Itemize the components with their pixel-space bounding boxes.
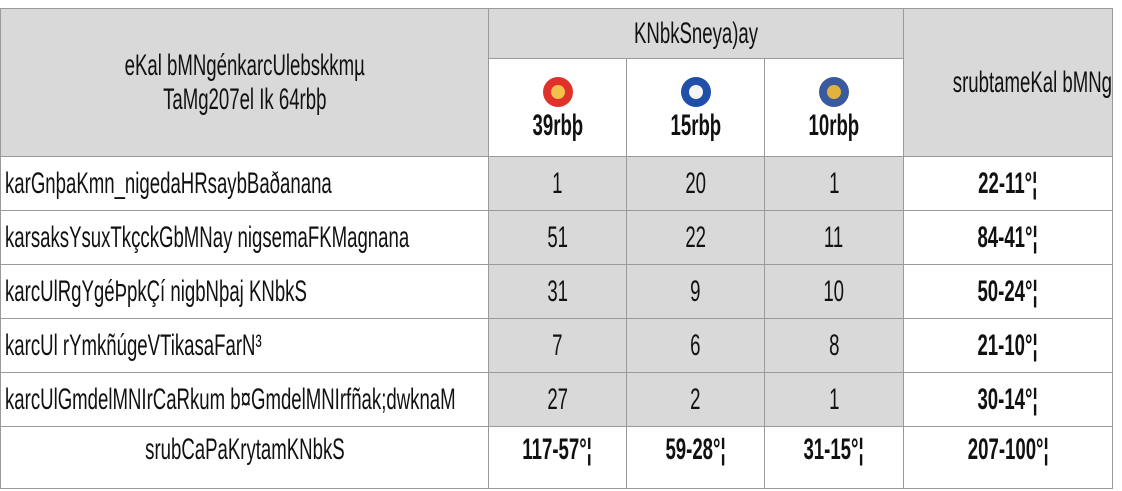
cell: 51: [488, 210, 627, 265]
party-logo: [819, 76, 849, 107]
cell: 7: [488, 318, 627, 373]
cell: 1: [488, 156, 627, 211]
cell: 6: [626, 318, 765, 373]
cell-text: 10: [823, 274, 845, 308]
data-row: karcUl rYmkñúgeVTikasaFarN³ 7 6 8 21-10°¦: [0, 318, 1114, 373]
cell-text: 30-14°¦: [977, 382, 1039, 416]
cell: karGnþaKmn_nigedaHRsaybBaðanana: [0, 156, 489, 211]
cell: 50-24°¦: [903, 264, 1114, 319]
cell: 117-57°¦: [488, 426, 627, 489]
cell: 9: [626, 264, 765, 319]
cell: 1: [763, 156, 905, 211]
cell-text: karcUlRgYgéÞpkÇí nigbNþaj KNbkS: [5, 274, 307, 308]
cell: 8: [763, 318, 905, 373]
data-row: karGnþaKmn_nigedaHRsaybBaðanana 1 20 1 22-11…: [0, 156, 1114, 211]
cell: 20: [626, 156, 765, 211]
cell-text: 31: [547, 274, 568, 308]
cell-text: 20: [685, 166, 706, 200]
cell-text: 84-41°¦: [977, 220, 1039, 254]
cell-text: srubCaPaKrytamKNbkS: [144, 433, 345, 466]
cell-text: 8: [828, 328, 840, 362]
total-row: srubCaPaKrytamKNbkS 117-57°¦ 59-28°¦ 31-15°…: [0, 426, 1114, 489]
data-row: karcUlGmdelMNIrCaRkum b¤GmdelMNIrfñak;dw…: [0, 372, 1114, 427]
header-text: eKal bMNgénkarcUlebskkmµ: [124, 48, 365, 82]
cell: 11: [763, 210, 905, 265]
cell-text: 11: [824, 220, 844, 254]
cell-text: 31-15°¦: [803, 433, 865, 466]
cell-text: 59-28°¦: [665, 433, 726, 466]
cell: karcUlGmdelMNIrCaRkum b¤GmdelMNIrfñak;dw…: [0, 372, 489, 427]
cell-text: 50-24°¦: [977, 274, 1039, 308]
cell-text: 22-11°¦: [978, 166, 1038, 200]
header-text: srubtameKal bMNg: [952, 65, 1113, 99]
cell: 30-14°¦: [903, 372, 1114, 427]
cell-text: 6: [690, 328, 701, 362]
cell-text: 22: [685, 220, 706, 254]
header-cell: eKal bMNgénkarcUlebskkmµ TaMg207el Ik 64r…: [0, 8, 489, 157]
cell-text: 117-57°¦: [522, 433, 593, 466]
cell: 31-15°¦: [763, 426, 905, 489]
party-cell: 15rbþ: [626, 58, 765, 157]
cell: 22: [626, 210, 765, 265]
cell-text: 51: [547, 220, 568, 254]
header-cell: KNbkSneya)ay: [487, 8, 905, 59]
cell: 1: [763, 372, 905, 427]
cell: 27: [488, 372, 627, 427]
cell-text: 2: [690, 382, 701, 416]
cell: 22-11°¦: [903, 156, 1114, 211]
cell: 84-41°¦: [903, 210, 1114, 265]
cell-text: 21-10°¦: [977, 328, 1039, 362]
cell: 2: [626, 372, 765, 427]
party-logo: [542, 76, 573, 107]
party-logo: [680, 76, 711, 107]
party-cell: 39rbþ: [488, 58, 627, 157]
cell-text: 1: [828, 166, 840, 200]
header-row: eKal bMNgénkarcUlebskkmµ TaMg207el Ik 64r…: [0, 8, 1114, 157]
cell: 10: [763, 264, 905, 319]
cell: 31: [488, 264, 627, 319]
cell-text: 27: [547, 382, 568, 416]
cell: srubCaPaKrytamKNbkS: [0, 426, 489, 489]
cell-text: karsaksYsuxTkçckGbMNay nigsemaFKMagnana: [5, 220, 410, 254]
data-row: karsaksYsuxTkçckGbMNay nigsemaFKMagnana 5…: [0, 210, 1114, 265]
cell: karcUlRgYgéÞpkÇí nigbNþaj KNbkS: [0, 264, 489, 319]
cell: 21-10°¦: [903, 318, 1114, 373]
cell: 59-28°¦: [626, 426, 765, 489]
cell-text: karGnþaKmn_nigedaHRsaybBaðanana: [5, 166, 332, 200]
party-row: 39rbþ 15rbþ 10rbþ: [1, 58, 1113, 157]
cell: 207-100°¦: [903, 426, 1114, 489]
header-cell: srubtameKal bMNg: [903, 8, 1114, 157]
header-text: KNbkSneya)ay: [633, 16, 759, 50]
party-cell: 10rbþ: [763, 58, 905, 157]
cell-text: 1: [552, 166, 563, 200]
cell-text: 10rbþ: [808, 108, 860, 142]
cell-text: 7: [552, 328, 563, 362]
cell-text: 15rbþ: [670, 108, 721, 142]
header-text: TaMg207el Ik 64rbþ: [162, 82, 327, 116]
cell-text: 207-100°¦: [967, 433, 1049, 466]
cell-text: 39rbþ: [532, 108, 583, 142]
cell-text: 1: [828, 382, 840, 416]
cell: karcUl rYmkñúgeVTikasaFarN³: [0, 318, 489, 373]
cell: karsaksYsuxTkçckGbMNay nigsemaFKMagnana: [0, 210, 489, 265]
cell-text: 9: [690, 274, 701, 308]
cell-text: karcUlGmdelMNIrCaRkum b¤GmdelMNIrfñak;dw…: [5, 382, 456, 416]
results-table: eKal bMNgénkarcUlebskkmµ TaMg207el Ik 64r…: [0, 8, 1114, 489]
data-row: karcUlRgYgéÞpkÇí nigbNþaj KNbkS 31 9 10 50-2…: [0, 264, 1114, 319]
cell-text: karcUl rYmkñúgeVTikasaFarN³: [5, 328, 262, 362]
